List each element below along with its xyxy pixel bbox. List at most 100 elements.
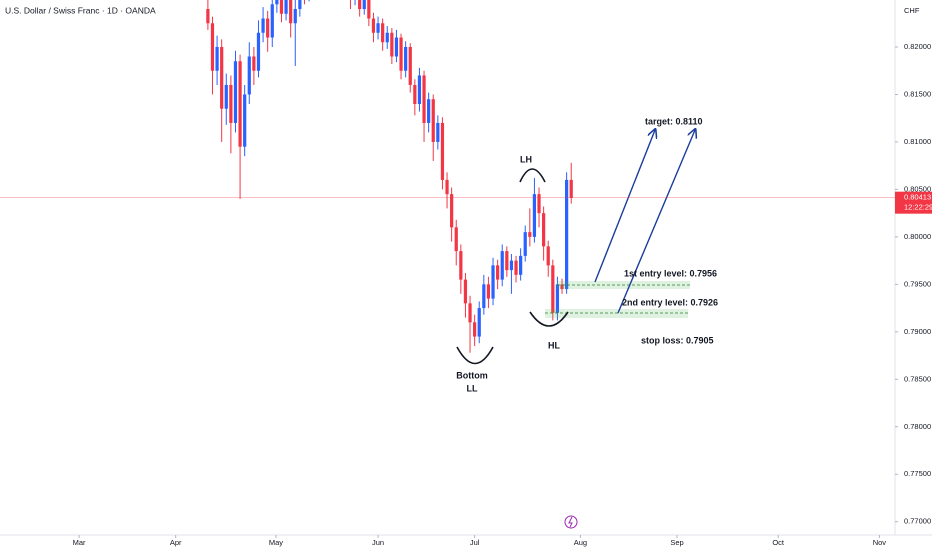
candle-body: [362, 0, 366, 10]
bottom-arc: [456, 346, 494, 365]
candle-body: [459, 251, 463, 280]
candle-body: [528, 232, 532, 237]
annotation: target: 0.8110: [645, 116, 703, 126]
candle-body: [491, 265, 495, 299]
candle-body: [519, 255, 523, 275]
candles: [206, 0, 573, 353]
candle-body: [298, 0, 302, 10]
candle-body: [238, 61, 242, 147]
candle-body: [284, 0, 288, 14]
y-tick-label: 0.80000: [904, 232, 931, 241]
chart-title: U.S. Dollar / Swiss Franc · 1D · OANDA: [5, 5, 156, 15]
candle-body: [440, 122, 445, 180]
candle-body: [229, 84, 233, 123]
candle-body: [399, 37, 403, 71]
candle-body: [565, 179, 569, 290]
candle-body: [394, 37, 399, 57]
last-price-label: 0.80413: [904, 193, 931, 202]
candle-body: [270, 4, 274, 38]
candle-body: [261, 18, 265, 33]
candle-body: [514, 260, 518, 275]
countdown-label: 12:22:29: [904, 203, 932, 212]
y-tick-label: 0.77000: [904, 517, 931, 526]
candle-body: [569, 179, 573, 198]
candle-body: [381, 23, 385, 43]
candle-body: [417, 75, 422, 104]
candle-body: [551, 265, 555, 313]
x-tick-label: Aug: [574, 538, 587, 547]
y-tick-label: 0.80500: [904, 184, 931, 193]
lh-arc: [519, 168, 546, 183]
x-tick-label: Jul: [470, 538, 480, 547]
candle-body: [233, 61, 238, 123]
candle-body: [215, 46, 219, 71]
candle-body: [413, 84, 417, 104]
candle-body: [293, 9, 297, 24]
target-arrow: [617, 130, 695, 314]
candle-body: [367, 0, 371, 19]
candle-body: [427, 99, 431, 123]
x-tick-label: May: [269, 538, 283, 547]
candle-body: [555, 284, 560, 313]
y-tick-label: 0.78000: [904, 422, 931, 431]
annotation: stop loss: 0.7905: [641, 335, 714, 345]
candle-body: [450, 194, 454, 228]
event-icon[interactable]: [564, 515, 578, 529]
y-tick-label: 0.78500: [904, 374, 931, 383]
candle-body: [266, 18, 270, 38]
candle-body: [376, 23, 380, 33]
annotation: Bottom: [456, 370, 488, 380]
candle-body: [390, 32, 394, 57]
candle-body: [422, 75, 426, 123]
x-tick-label: Nov: [873, 538, 887, 547]
candle-body: [436, 122, 440, 142]
candle-body: [275, 0, 279, 5]
candle-body: [206, 9, 210, 24]
candle-body: [358, 0, 362, 10]
candle-body: [482, 284, 486, 309]
candle-body: [385, 32, 389, 43]
candle-body: [408, 46, 412, 85]
candle-body: [509, 260, 514, 271]
candle-body: [243, 94, 247, 147]
y-tick-label: 0.82000: [904, 42, 931, 51]
annotation: 2nd entry level: 0.7926: [622, 297, 718, 307]
annotation: LL: [467, 383, 478, 393]
last-price-box: [895, 191, 932, 214]
y-tick-label: 0.77500: [904, 469, 931, 478]
candle-body: [371, 18, 376, 33]
candle-body: [252, 56, 256, 71]
x-tick-label: Mar: [73, 538, 86, 547]
candle-body: [523, 232, 527, 256]
candle-body: [210, 23, 215, 71]
candle-body: [247, 56, 251, 95]
x-tick-label: Oct: [772, 538, 785, 547]
candle-body: [486, 284, 491, 299]
target-arrow: [594, 130, 655, 283]
axis-unit: CHF: [904, 6, 920, 15]
x-tick-label: Sep: [670, 538, 683, 547]
candle-body: [224, 84, 228, 109]
candle-body: [560, 284, 564, 290]
candle-body: [220, 46, 224, 109]
candle-body: [546, 246, 550, 266]
candle-body: [532, 194, 537, 237]
entry-zone-2: [545, 309, 688, 318]
candle-body: [279, 0, 284, 14]
candle-body: [289, 0, 293, 24]
y-tick-label: 0.79000: [904, 327, 931, 336]
candle-body: [537, 194, 541, 214]
candle-body: [500, 251, 504, 280]
candle-body: [496, 265, 500, 280]
hl-arc: [529, 311, 569, 327]
candle-body: [463, 279, 468, 304]
candle-body: [505, 251, 509, 271]
x-tick-label: Jun: [372, 538, 384, 547]
event-icon-bolt: [568, 516, 573, 528]
candle-body: [431, 99, 435, 142]
x-tick-label: Apr: [170, 538, 182, 547]
candle-body: [256, 32, 261, 71]
candle-body: [477, 308, 481, 337]
